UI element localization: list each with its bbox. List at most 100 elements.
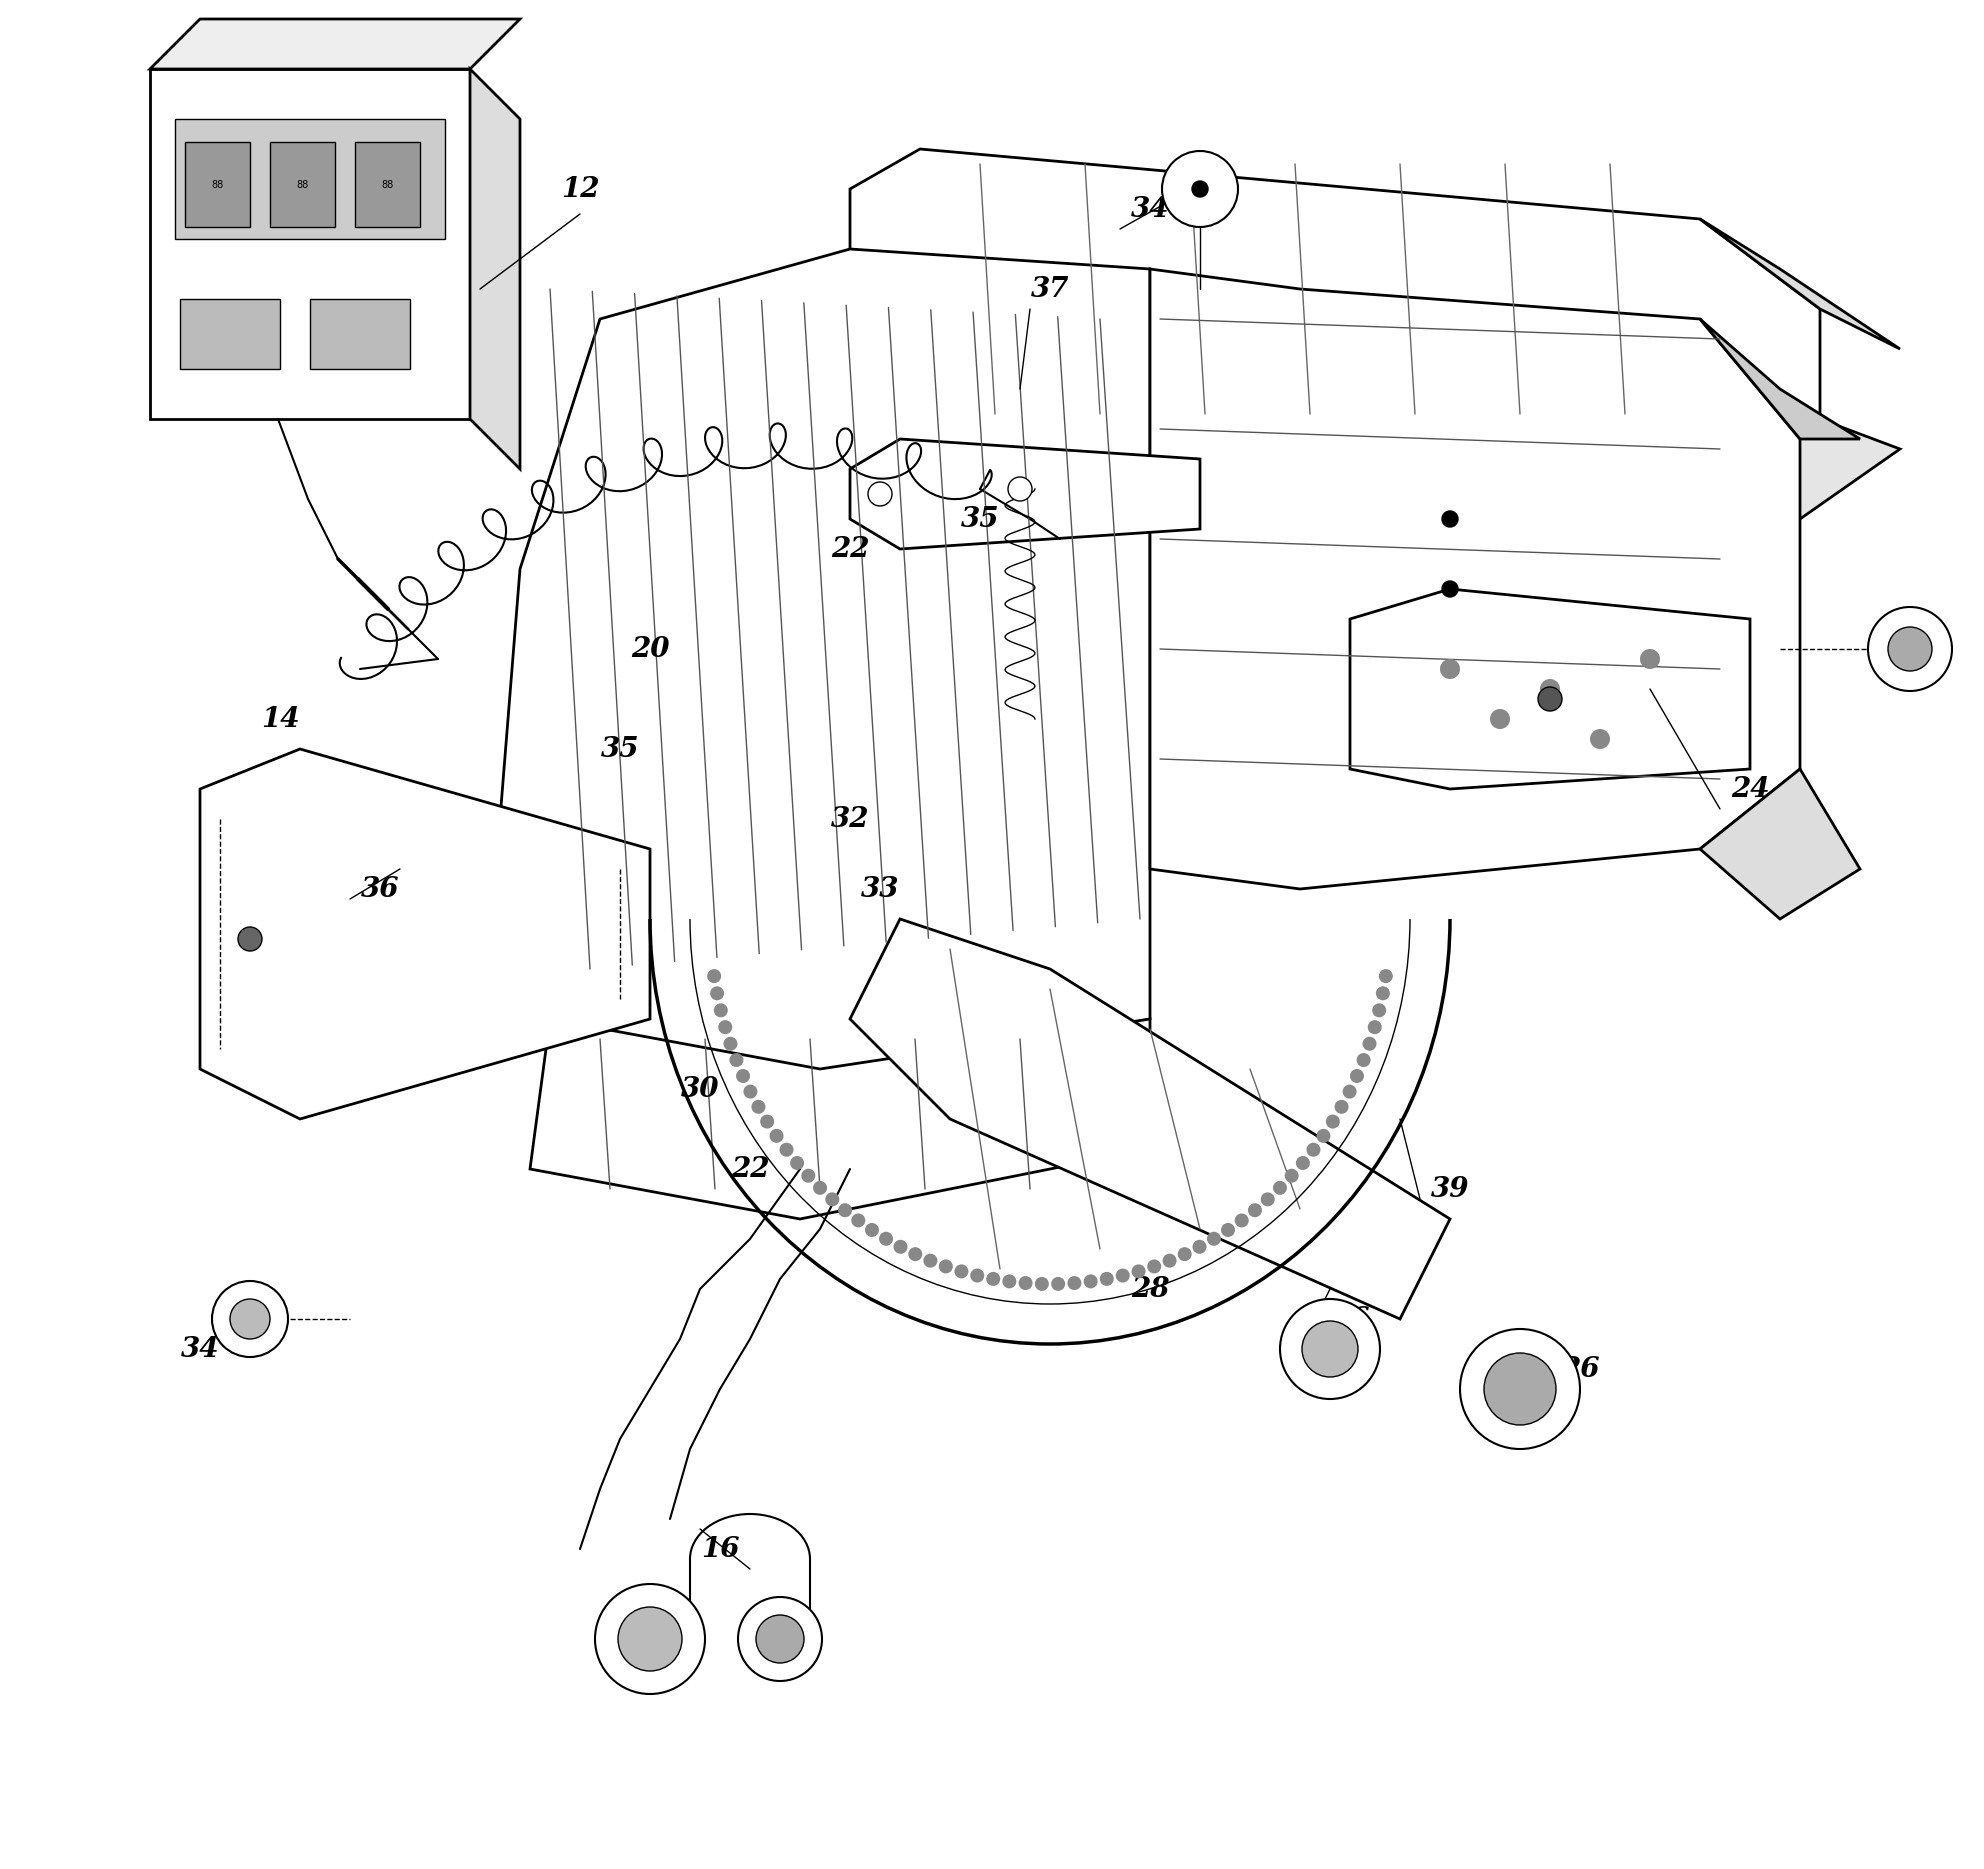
- Polygon shape: [1700, 219, 1901, 350]
- Text: 22: 22: [730, 1155, 770, 1183]
- Polygon shape: [175, 120, 444, 239]
- Text: 32: 32: [831, 806, 869, 832]
- Circle shape: [1373, 1004, 1387, 1017]
- Circle shape: [1234, 1213, 1248, 1228]
- Circle shape: [1538, 688, 1561, 710]
- Circle shape: [1442, 581, 1458, 596]
- Circle shape: [1052, 1277, 1065, 1291]
- Circle shape: [1067, 1277, 1081, 1290]
- Circle shape: [706, 970, 722, 983]
- Polygon shape: [1700, 768, 1861, 920]
- Circle shape: [1589, 729, 1609, 749]
- Text: 14: 14: [260, 705, 300, 733]
- Text: 35: 35: [960, 505, 1000, 533]
- Polygon shape: [1349, 589, 1750, 789]
- Circle shape: [1442, 510, 1458, 527]
- Polygon shape: [470, 69, 520, 469]
- Polygon shape: [1720, 419, 1901, 520]
- Circle shape: [1018, 1277, 1032, 1290]
- Circle shape: [1484, 1353, 1555, 1424]
- Polygon shape: [200, 749, 651, 1120]
- Text: 88: 88: [210, 179, 222, 191]
- Circle shape: [1335, 1099, 1349, 1114]
- Circle shape: [617, 1607, 682, 1671]
- Circle shape: [1540, 678, 1559, 699]
- Circle shape: [738, 1596, 821, 1680]
- Circle shape: [1286, 1168, 1300, 1183]
- Circle shape: [1367, 1020, 1381, 1034]
- Circle shape: [825, 1192, 839, 1206]
- Circle shape: [1163, 1254, 1177, 1267]
- Circle shape: [954, 1265, 968, 1278]
- Circle shape: [1083, 1275, 1097, 1288]
- Circle shape: [1220, 1222, 1234, 1237]
- Circle shape: [1325, 1114, 1339, 1129]
- Circle shape: [1440, 660, 1460, 678]
- Circle shape: [760, 1114, 774, 1129]
- Circle shape: [837, 1204, 851, 1217]
- Circle shape: [724, 1037, 738, 1050]
- Circle shape: [1869, 607, 1952, 692]
- Circle shape: [1115, 1269, 1129, 1282]
- Circle shape: [1163, 151, 1238, 226]
- Polygon shape: [530, 1019, 1151, 1219]
- Polygon shape: [500, 249, 1151, 1090]
- Polygon shape: [185, 142, 250, 226]
- Circle shape: [802, 1168, 815, 1183]
- Circle shape: [1002, 1275, 1016, 1288]
- Text: 24: 24: [1730, 776, 1770, 802]
- Text: 22: 22: [831, 536, 869, 563]
- Circle shape: [1357, 1052, 1371, 1067]
- Circle shape: [865, 1222, 879, 1237]
- Circle shape: [770, 1129, 784, 1142]
- Circle shape: [1192, 181, 1208, 196]
- Text: 34: 34: [1131, 196, 1169, 222]
- Circle shape: [1178, 1247, 1192, 1262]
- Circle shape: [1280, 1299, 1381, 1400]
- Circle shape: [1192, 1239, 1206, 1254]
- Circle shape: [1317, 1129, 1331, 1142]
- Circle shape: [851, 1213, 865, 1228]
- Circle shape: [1260, 1192, 1274, 1206]
- Circle shape: [1641, 649, 1661, 669]
- Polygon shape: [355, 142, 421, 226]
- Polygon shape: [849, 920, 1450, 1320]
- Polygon shape: [310, 299, 411, 368]
- Text: 36: 36: [361, 875, 399, 903]
- Circle shape: [1375, 987, 1391, 1000]
- Text: 16: 16: [700, 1536, 740, 1562]
- Circle shape: [869, 482, 893, 506]
- Circle shape: [1307, 1142, 1321, 1157]
- Text: 35: 35: [601, 736, 639, 763]
- Text: 28: 28: [1131, 1275, 1169, 1303]
- Text: 39: 39: [1430, 1176, 1470, 1202]
- Circle shape: [595, 1585, 704, 1693]
- Circle shape: [1349, 1069, 1363, 1082]
- Circle shape: [744, 1084, 758, 1099]
- Circle shape: [1490, 708, 1510, 729]
- Circle shape: [756, 1615, 804, 1663]
- Polygon shape: [849, 150, 1819, 469]
- Text: 37: 37: [1032, 275, 1069, 303]
- Circle shape: [1363, 1037, 1377, 1050]
- Text: 88: 88: [381, 179, 393, 191]
- Polygon shape: [270, 142, 335, 226]
- Circle shape: [1099, 1273, 1113, 1286]
- Circle shape: [879, 1232, 893, 1247]
- Text: 12: 12: [561, 176, 599, 202]
- Circle shape: [212, 1280, 288, 1357]
- Circle shape: [1889, 626, 1932, 671]
- Circle shape: [1008, 477, 1032, 501]
- Circle shape: [893, 1239, 907, 1254]
- Circle shape: [710, 987, 724, 1000]
- Text: 26: 26: [1561, 1355, 1599, 1383]
- Circle shape: [1036, 1277, 1050, 1291]
- Circle shape: [1131, 1265, 1145, 1278]
- Circle shape: [938, 1260, 952, 1273]
- Polygon shape: [181, 299, 280, 368]
- Circle shape: [923, 1254, 936, 1267]
- Text: 20: 20: [631, 635, 669, 662]
- Text: 16: 16: [1331, 1306, 1369, 1333]
- Circle shape: [1274, 1181, 1288, 1194]
- Circle shape: [986, 1273, 1000, 1286]
